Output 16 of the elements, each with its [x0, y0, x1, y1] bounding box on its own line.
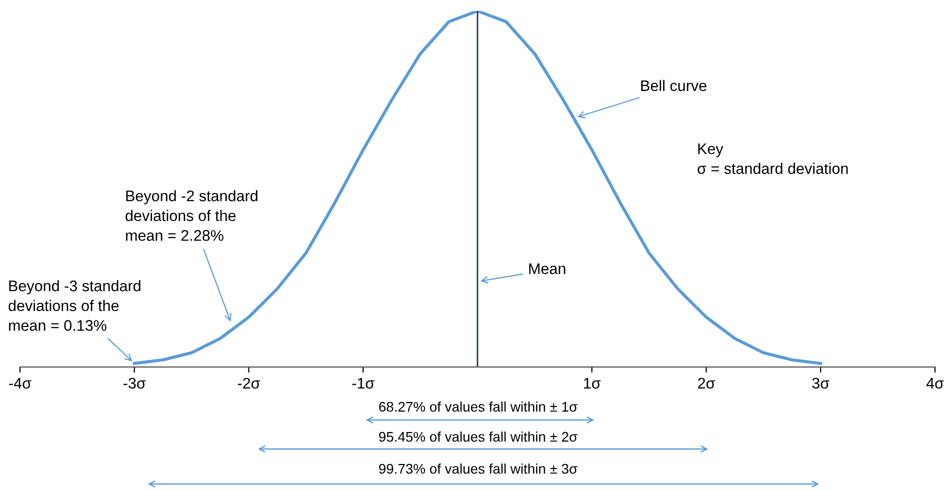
x-tick-label: 4σ: [926, 378, 944, 389]
annotation: Bell curve: [641, 80, 706, 92]
annotation: Mean: [529, 263, 566, 274]
text: 95.45% of values fall within ± 2σ: [379, 432, 578, 442]
annotation: Beyond -2 standard deviations of the mean = 2.28%: [126, 190, 258, 241]
x-tick-label: -3σ: [124, 378, 146, 389]
x-tick-label: 2σ: [698, 378, 715, 389]
annotation: Beyond -3 standard deviations of the mean = 0.13%: [8, 280, 140, 331]
x-tick-label: -2σ: [238, 378, 260, 389]
x-tick-label: 3σ: [812, 378, 830, 389]
x-tick-label: 1σ: [584, 378, 601, 389]
text: 68.27% of values fall within ± 1σ: [379, 402, 578, 412]
x-tick-label: -1σ: [352, 378, 374, 389]
text: 99.73% of values fall within ± 3σ: [379, 464, 578, 474]
x-tick-label: -4σ: [9, 378, 32, 389]
annotation: Key σ = standard deviation: [698, 144, 848, 174]
